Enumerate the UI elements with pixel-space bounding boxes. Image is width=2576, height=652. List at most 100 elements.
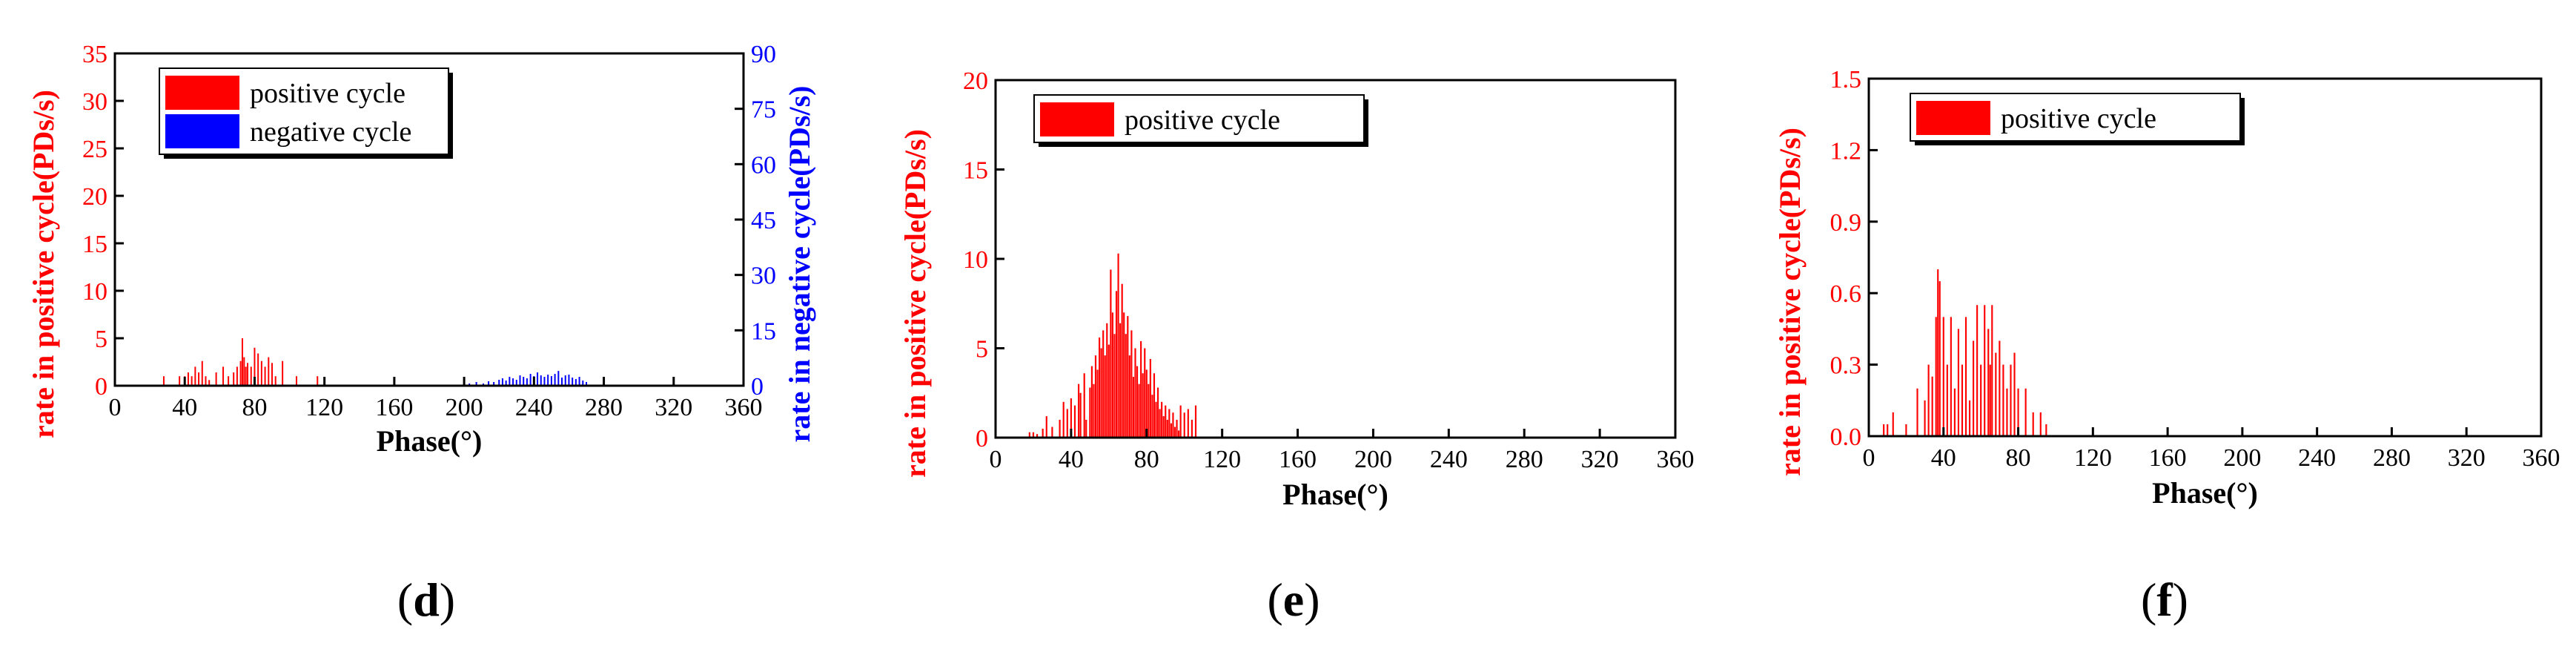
bar-positive bbox=[1935, 317, 1937, 436]
y2-tick-label: 45 bbox=[751, 207, 776, 234]
x-tick-label: 160 bbox=[1279, 446, 1317, 473]
y-tick-label: 15 bbox=[963, 157, 988, 185]
bar-negative bbox=[512, 378, 514, 386]
bar-positive bbox=[222, 366, 225, 386]
y2-tick-label: 30 bbox=[751, 263, 776, 290]
bar-positive bbox=[1980, 364, 1982, 436]
bar-positive bbox=[1070, 398, 1072, 438]
bar-positive bbox=[1090, 366, 1093, 438]
bar-positive bbox=[1102, 330, 1105, 438]
bar-positive bbox=[1089, 387, 1091, 438]
x-tick-label: 360 bbox=[725, 394, 763, 421]
bar-positive bbox=[1946, 364, 1948, 436]
x-tick-label: 200 bbox=[1354, 446, 1392, 473]
bar-positive bbox=[228, 376, 230, 386]
bar-negative bbox=[568, 375, 570, 386]
legend-swatch bbox=[165, 76, 239, 110]
legend-swatch bbox=[165, 114, 239, 148]
y2-tick-label: 90 bbox=[751, 41, 776, 68]
bar-negative bbox=[557, 371, 560, 386]
bar-positive bbox=[1132, 377, 1135, 438]
bar-positive bbox=[2002, 364, 2004, 436]
bar-positive bbox=[1111, 312, 1114, 438]
bar-positive bbox=[215, 372, 217, 386]
bar-negative bbox=[561, 378, 563, 386]
y-tick-label: 0 bbox=[95, 373, 107, 401]
y-tick-label: 1.5 bbox=[1830, 66, 1862, 93]
bar-positive bbox=[1957, 329, 1960, 436]
bar-positive bbox=[1119, 323, 1122, 438]
bar-positive bbox=[208, 380, 211, 386]
x-tick-label: 240 bbox=[515, 394, 553, 421]
bar-positive bbox=[1999, 340, 2001, 436]
caption-open-paren: ( bbox=[397, 573, 413, 626]
bar-positive bbox=[1191, 419, 1193, 438]
x-tick-label: 200 bbox=[2223, 444, 2261, 472]
bar-positive bbox=[1134, 348, 1136, 438]
bar-positive bbox=[2010, 364, 2012, 436]
legend-label: positive cycle bbox=[2001, 103, 2156, 134]
bar-positive bbox=[1916, 388, 1918, 436]
bar-positive bbox=[1995, 352, 1997, 436]
bar-positive bbox=[317, 376, 319, 386]
y-tick-label: 1.2 bbox=[1830, 137, 1862, 165]
bar-positive bbox=[1145, 369, 1148, 438]
bar-positive bbox=[1042, 428, 1044, 438]
bar-positive bbox=[245, 366, 247, 386]
y-axis-title: rate in positive cycle(PDs/s) bbox=[898, 129, 932, 478]
bar-positive bbox=[1142, 373, 1144, 438]
bar-positive bbox=[1079, 392, 1082, 438]
bar-positive bbox=[1984, 305, 1986, 436]
caption-open-paren: ( bbox=[2141, 573, 2156, 626]
bar-positive bbox=[1032, 432, 1035, 438]
bar-positive bbox=[257, 353, 259, 386]
x-tick-label: 320 bbox=[1581, 446, 1619, 473]
bar-positive bbox=[194, 366, 196, 386]
bar-positive bbox=[243, 357, 245, 386]
panel-caption: (f) bbox=[2141, 573, 2188, 626]
bar-negative bbox=[488, 381, 490, 386]
bar-positive bbox=[274, 376, 277, 386]
x-axis-title: Phase(°) bbox=[377, 424, 483, 458]
x-tick-label: 80 bbox=[1134, 446, 1159, 473]
bar-positive bbox=[1083, 373, 1085, 438]
x-tick-label: 40 bbox=[1059, 446, 1084, 473]
bar-positive bbox=[2024, 388, 2027, 436]
bar-negative bbox=[564, 375, 566, 386]
y2-tick-label: 15 bbox=[751, 317, 776, 345]
y-tick-label: 0.9 bbox=[1830, 209, 1862, 237]
bar-positive bbox=[1183, 412, 1185, 438]
bar-positive bbox=[1125, 334, 1127, 438]
x-tick-label: 40 bbox=[172, 394, 197, 421]
bar-positive bbox=[198, 372, 200, 386]
x-tick-label: 320 bbox=[2448, 444, 2486, 472]
bar-positive bbox=[1110, 269, 1112, 438]
y-tick-label: 0.6 bbox=[1830, 280, 1862, 308]
bar-positive bbox=[1128, 355, 1130, 438]
bar-positive bbox=[1136, 366, 1139, 438]
bar-negative bbox=[501, 378, 503, 386]
bar-negative bbox=[509, 377, 511, 386]
bar-positive bbox=[1094, 355, 1097, 438]
bar-positive bbox=[162, 376, 165, 386]
bar-positive bbox=[1036, 434, 1039, 438]
y-tick-label: 5 bbox=[976, 336, 988, 363]
bar-positive bbox=[179, 376, 181, 386]
bar-positive bbox=[1085, 419, 1087, 438]
chart-panel-f: 0 40 80 120 160 200 240 280 320 360 0.0 0.3 0.6 0.9 1.… bbox=[1773, 66, 2560, 626]
bar-positive bbox=[187, 372, 189, 386]
y2-tick-label: 60 bbox=[751, 151, 776, 179]
x-tick-label: 280 bbox=[585, 394, 623, 421]
bar-positive bbox=[1961, 364, 1964, 436]
bar-positive bbox=[1096, 369, 1099, 438]
x-tick-label: 0 bbox=[990, 446, 1002, 473]
bar-positive bbox=[2017, 388, 2019, 436]
bar-negative bbox=[575, 379, 577, 386]
x-tick-label: 280 bbox=[2373, 444, 2411, 472]
bar-positive bbox=[1100, 348, 1102, 438]
legend-label: positive cycle bbox=[250, 78, 405, 109]
caption-letter: e bbox=[1283, 573, 1304, 626]
bar-positive bbox=[1953, 388, 1956, 436]
bar-negative bbox=[540, 375, 542, 386]
legend-label: negative cycle bbox=[250, 116, 411, 148]
